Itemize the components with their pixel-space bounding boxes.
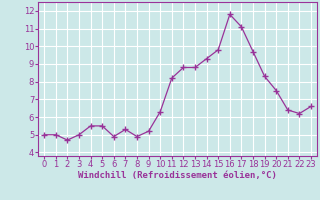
X-axis label: Windchill (Refroidissement éolien,°C): Windchill (Refroidissement éolien,°C) (78, 171, 277, 180)
